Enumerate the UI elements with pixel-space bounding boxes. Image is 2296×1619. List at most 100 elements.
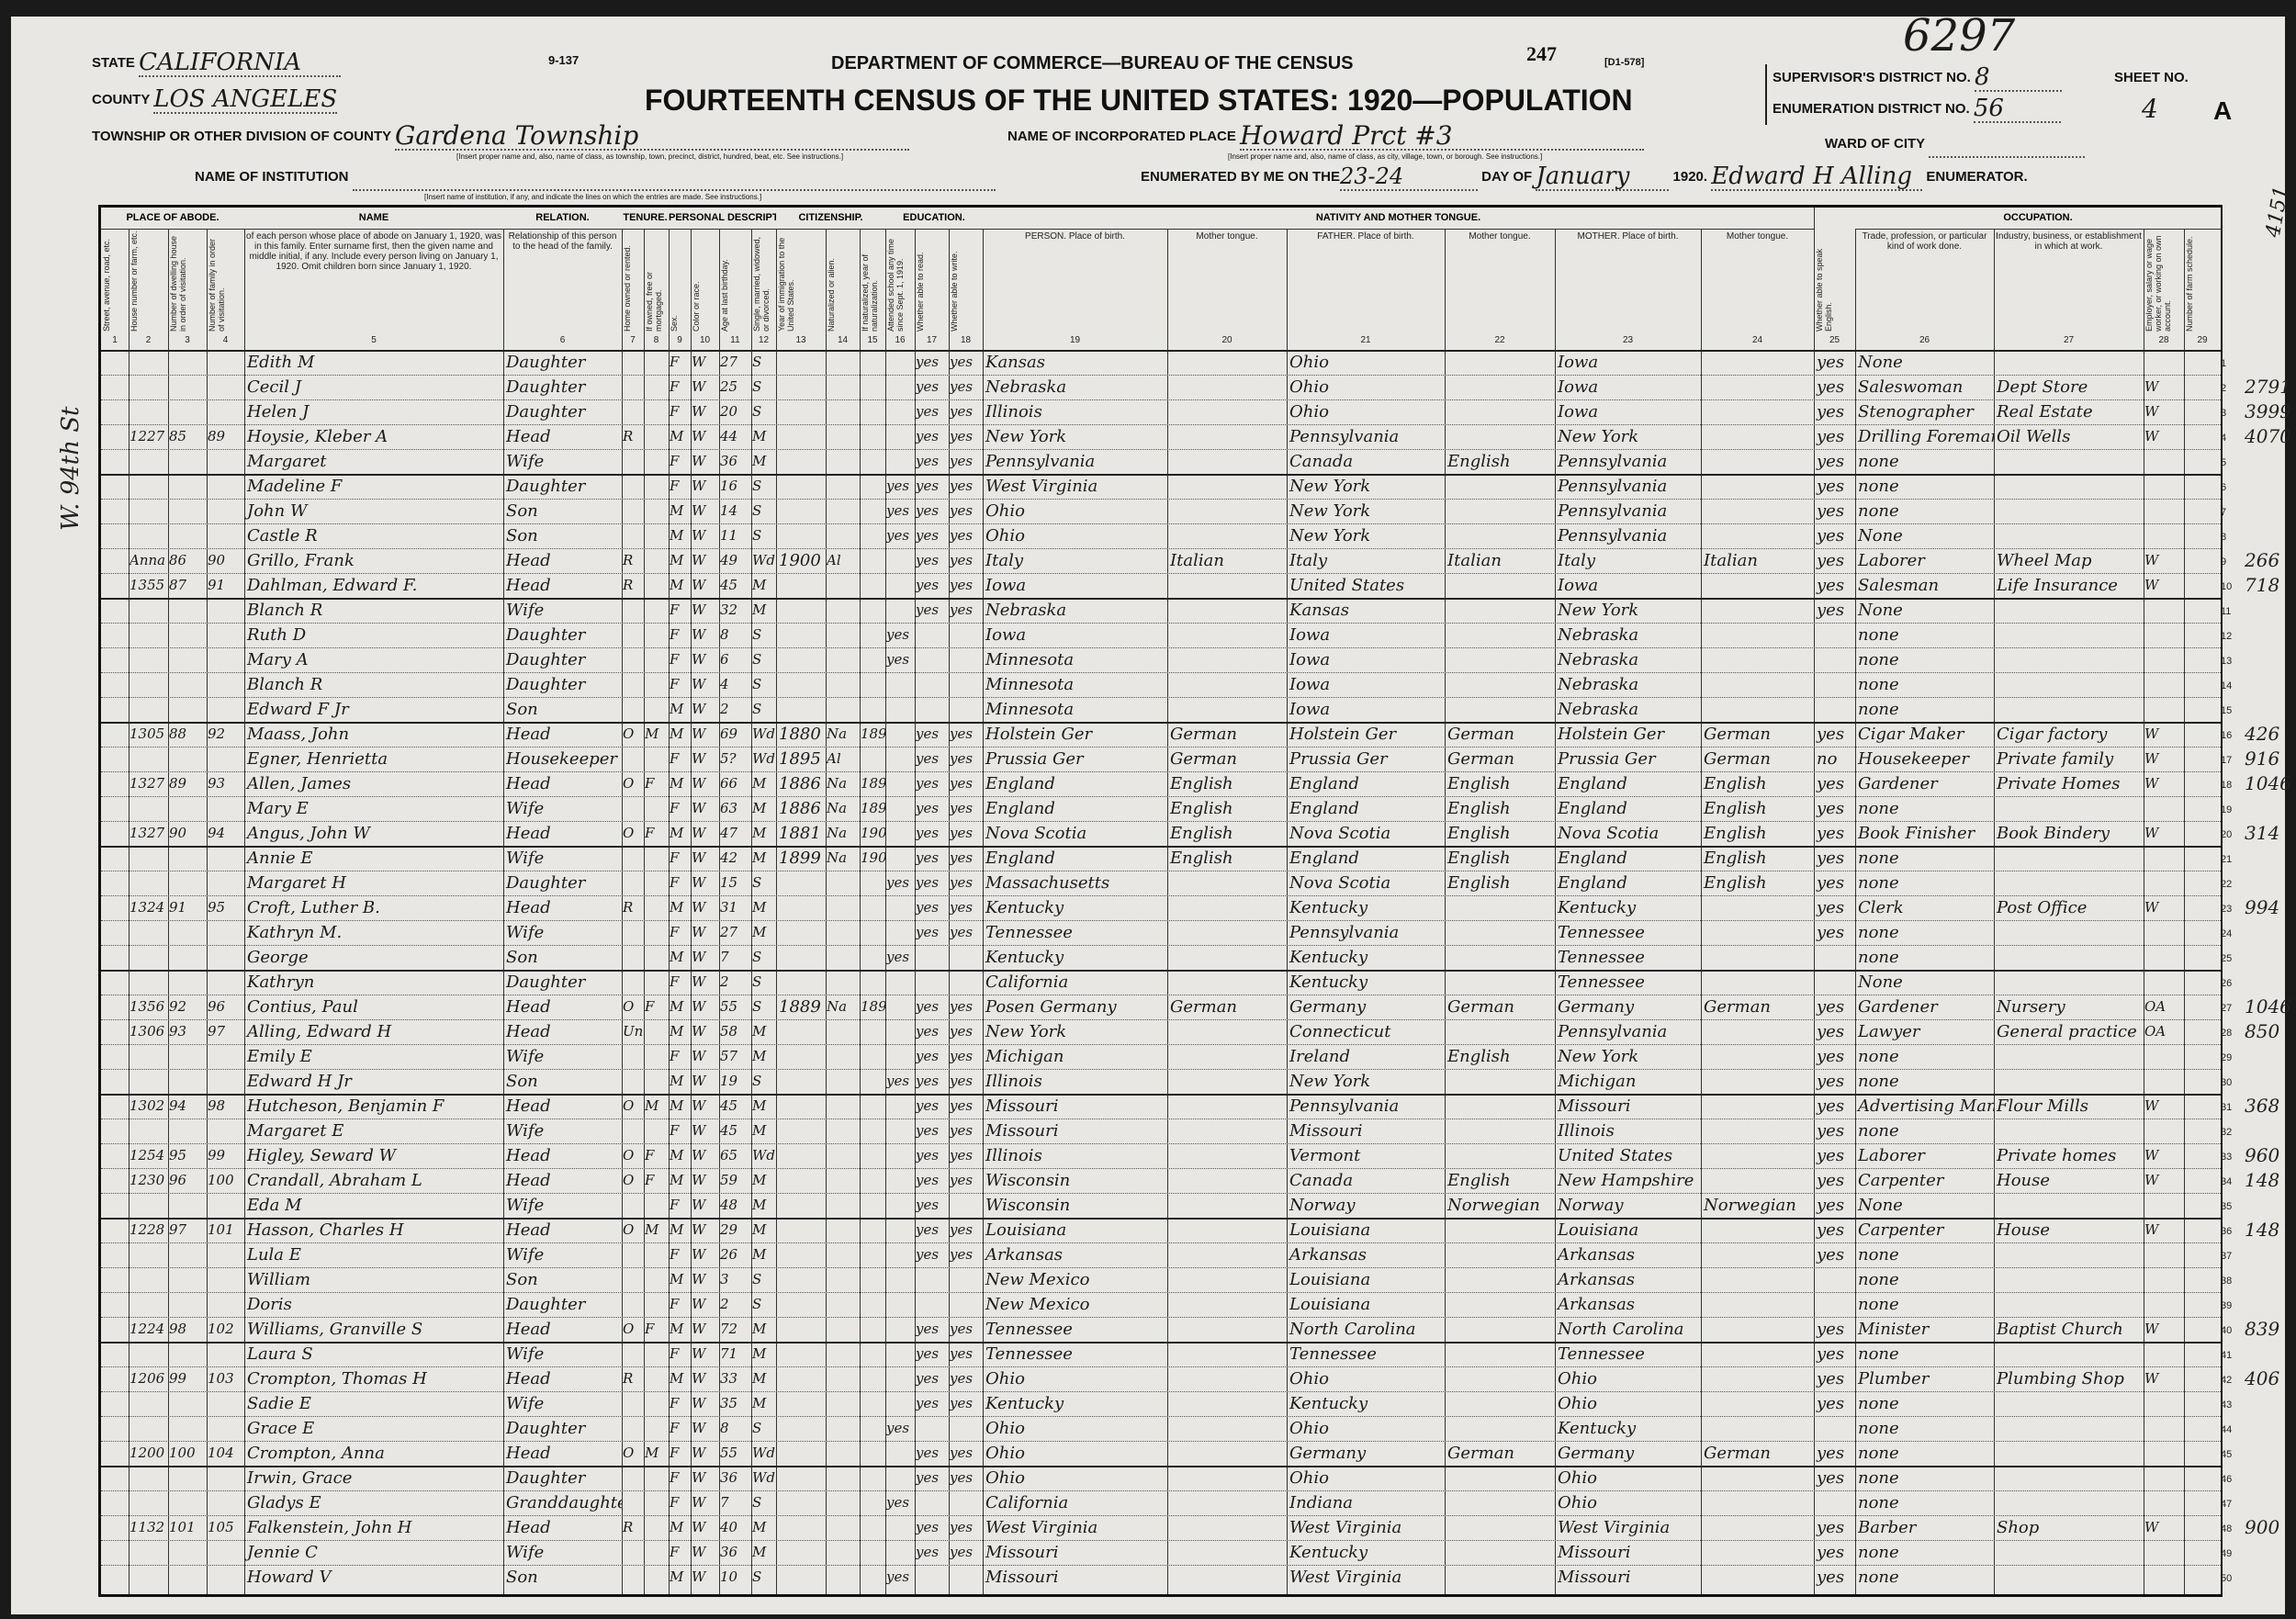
table-cell: Head [506, 1022, 551, 1041]
table-cell: W [2144, 1147, 2159, 1164]
line-number: 47 [2221, 1499, 2233, 1510]
table-cell: Pennsylvania [1558, 1022, 1668, 1041]
table-cell: Madeline F [247, 477, 343, 496]
table-cell: yes [950, 1221, 974, 1238]
table-cell: yes [950, 1097, 974, 1114]
table-cell: Missouri [1289, 1121, 1363, 1141]
table-cell: M [670, 1097, 684, 1114]
table-cell: 44 [720, 428, 738, 444]
table-cell: none [1858, 1493, 1899, 1512]
table-cell: W [692, 1023, 706, 1040]
table-cell: 2 [720, 973, 729, 990]
margin-note: 368 [2245, 1095, 2280, 1117]
sheet-side: A [2213, 96, 2233, 125]
table-cell: Nova Scotia [1289, 824, 1391, 843]
table-cell: Margaret H [247, 873, 346, 893]
margin-note: 2791 [2245, 376, 2291, 398]
table-cell: W [692, 1420, 706, 1436]
column-header: Home owned or rented. [623, 244, 632, 332]
table-cell: Ruth D [247, 625, 307, 645]
table-cell: O [623, 1172, 635, 1188]
table-cell: Baptist Church [1997, 1320, 2123, 1339]
table-cell: 1302 [129, 1097, 165, 1114]
table-cell: F [670, 750, 680, 767]
ed-field: ENUMERATION DISTRICT NO. 56 [1773, 96, 2062, 123]
table-cell: yes [950, 354, 974, 370]
row-divider [101, 1540, 2221, 1541]
table-cell: yes [950, 1469, 974, 1486]
table-cell: England [1289, 774, 1359, 793]
table-cell: Na [827, 800, 848, 816]
table-cell: none [1858, 1245, 1899, 1265]
table-cell: 1356 [129, 998, 165, 1015]
table-cell: Wheel Map [1997, 551, 2092, 570]
table-cell: W [692, 1296, 706, 1312]
table-cell: Head [506, 774, 551, 793]
row-divider [101, 1515, 2221, 1516]
table-cell: United States [1558, 1146, 1673, 1165]
table-cell: W [692, 701, 706, 717]
table-cell: yes [1817, 377, 1845, 397]
table-cell: Arkansas [1558, 1245, 1636, 1265]
table-cell: Tennessee [1558, 923, 1645, 942]
table-cell: Son [506, 501, 538, 521]
table-cell: Ohio [1289, 377, 1329, 397]
table-cell: W [692, 1568, 706, 1585]
table-cell: S [752, 676, 762, 692]
row-divider [101, 1466, 2221, 1467]
line-number: 25 [2221, 953, 2233, 964]
table-cell: yes [950, 1370, 974, 1387]
column-number: 12 [758, 335, 770, 345]
table-cell: M [752, 1097, 767, 1114]
table-cell: New York [985, 1022, 1067, 1041]
table-cell: yes [950, 1544, 974, 1560]
table-cell: North Carolina [1558, 1320, 1684, 1339]
table-cell: Crompton, Anna [247, 1444, 385, 1463]
table-cell: W [692, 949, 706, 965]
table-cell: Massachusetts [985, 873, 1110, 893]
table-cell: Tennessee [1558, 1344, 1645, 1364]
table-cell: 105 [208, 1519, 234, 1535]
table-cell: F [670, 626, 680, 643]
column-number: 22 [1494, 335, 1505, 345]
table-cell: M [670, 1568, 684, 1585]
column-header: of each person whose place of abode on J… [246, 231, 501, 272]
line-number: 50 [2221, 1573, 2233, 1584]
line-number: 19 [2221, 804, 2233, 815]
row-divider [101, 697, 2221, 698]
table-cell: 35 [720, 1395, 738, 1411]
row-divider [101, 1267, 2221, 1268]
table-cell: Blanch R [247, 601, 323, 620]
table-cell: yes [916, 998, 940, 1015]
institution-value [352, 176, 996, 191]
institution-hint: [Insert name of institution, if any, and… [424, 193, 762, 201]
table-cell: yes [950, 1445, 974, 1461]
table-cell: M [670, 949, 684, 965]
column-header: Sex. [670, 314, 679, 332]
table-cell: 57 [720, 1048, 738, 1064]
table-cell: none [1858, 1072, 1899, 1091]
line-number: 18 [2221, 780, 2233, 791]
table-cell: W [692, 1122, 706, 1139]
table-cell: 1230 [129, 1172, 165, 1188]
table-cell: 25 [720, 378, 738, 395]
table-cell: 1254 [129, 1147, 165, 1164]
census-table: Street, avenue, road, etc. 1 House number … [98, 205, 2291, 1597]
table-cell: yes [1817, 774, 1845, 793]
column-number: 19 [1069, 335, 1081, 345]
table-cell: none [1858, 873, 1899, 893]
line-number: 28 [2221, 1028, 2233, 1039]
table-cell: Ohio [1289, 402, 1329, 422]
table-cell: yes [916, 1122, 940, 1139]
table-cell: Illinois [1558, 1121, 1615, 1141]
table-cell: West Virginia [1558, 1518, 1671, 1537]
table-cell: F [645, 825, 655, 841]
table-cell: Ohio [985, 1468, 1025, 1488]
column-number: 26 [1919, 335, 1930, 345]
line-number: 34 [2221, 1176, 2233, 1187]
column-header: Mother tongue. [1196, 231, 1258, 242]
column-number: 25 [1829, 335, 1840, 345]
table-cell: 94 [169, 1097, 187, 1114]
table-cell: yes [886, 527, 910, 544]
year-value: 1920. [1672, 169, 1708, 185]
